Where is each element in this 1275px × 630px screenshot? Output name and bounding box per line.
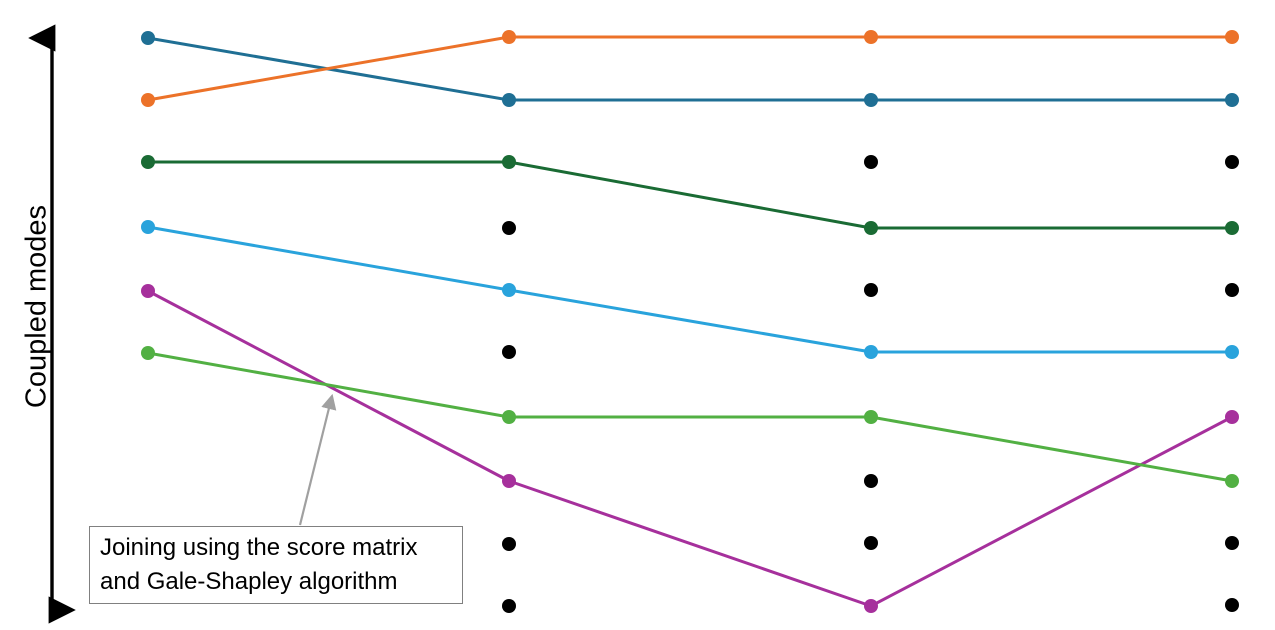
- series-mode-1: [141, 31, 1239, 107]
- data-point-marker: [502, 474, 516, 488]
- unmatched-mode-marker: [1225, 155, 1239, 169]
- unmatched-mode-marker: [1225, 536, 1239, 550]
- data-point-marker: [864, 93, 878, 107]
- unmatched-mode-marker: [864, 155, 878, 169]
- series-line-2: [146, 160, 1234, 230]
- data-point-marker: [864, 221, 878, 235]
- annotation-leader-line: [298, 393, 337, 526]
- annotation-text-line-2: and Gale-Shapley algorithm: [100, 568, 398, 595]
- data-point-marker: [141, 220, 155, 234]
- data-point-marker: [141, 31, 155, 45]
- series-mode-4: [141, 220, 1239, 359]
- annotation-leader: [298, 393, 337, 526]
- series-line-5: [146, 351, 1234, 483]
- data-point-marker: [1225, 221, 1239, 235]
- data-point-marker: [1225, 410, 1239, 424]
- unmatched-markers-group: [502, 155, 1239, 613]
- series-line-1: [146, 35, 1234, 102]
- series-line-0: [146, 36, 1234, 102]
- annotation-callout: Joining using the score matrix and Gale-…: [89, 526, 463, 604]
- data-point-marker: [864, 599, 878, 613]
- unmatched-mode-marker: [502, 537, 516, 551]
- data-point-marker: [864, 345, 878, 359]
- unmatched-mode-marker: [864, 474, 878, 488]
- data-point-marker: [141, 155, 155, 169]
- series-mode-2: [141, 30, 1239, 107]
- data-point-marker: [502, 283, 516, 297]
- data-point-marker: [502, 30, 516, 44]
- unmatched-mode-marker: [502, 599, 516, 613]
- data-point-marker: [1225, 474, 1239, 488]
- unmatched-mode-marker: [502, 345, 516, 359]
- data-point-marker: [1225, 345, 1239, 359]
- data-point-marker: [141, 346, 155, 360]
- series-line-3: [146, 225, 1234, 354]
- data-point-marker: [502, 155, 516, 169]
- series-mode-6: [141, 346, 1239, 488]
- unmatched-mode-marker: [864, 283, 878, 297]
- data-point-marker: [1225, 93, 1239, 107]
- data-point-marker: [141, 93, 155, 107]
- unmatched-mode-marker: [864, 536, 878, 550]
- annotation-text-line-1: Joining using the score matrix: [100, 534, 418, 561]
- series-mode-3: [141, 155, 1239, 235]
- data-point-marker: [864, 30, 878, 44]
- data-point-marker: [1225, 30, 1239, 44]
- data-point-marker: [502, 93, 516, 107]
- data-point-marker: [502, 410, 516, 424]
- unmatched-mode-marker: [502, 221, 516, 235]
- unmatched-mode-marker: [1225, 283, 1239, 297]
- unmatched-mode-marker: [1225, 598, 1239, 612]
- data-point-marker: [141, 284, 155, 298]
- data-point-marker: [864, 410, 878, 424]
- series-lines-group: [141, 30, 1239, 613]
